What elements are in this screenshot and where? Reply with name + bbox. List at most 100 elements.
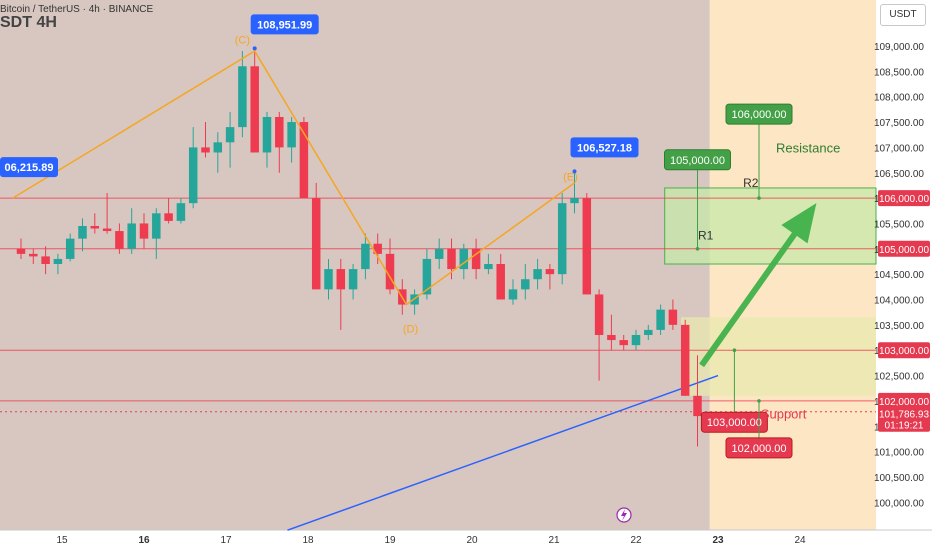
time-tick-label: 22 [630, 535, 642, 546]
price-tick-label: 109,000.00 [874, 42, 924, 53]
price-tick-label: 100,000.00 [874, 498, 924, 509]
candle-body [29, 253, 38, 257]
time-tick-label: 15 [56, 535, 68, 546]
support-zone [681, 317, 876, 396]
candle-body [90, 225, 100, 229]
candle-body [213, 142, 223, 153]
candle-body [373, 243, 382, 254]
current-price-text: 101,786.93 [879, 410, 929, 421]
price-axis-tag-text: 106,000.00 [879, 194, 929, 205]
candle-body [311, 198, 321, 290]
support-dot [732, 348, 737, 353]
candle-body [102, 228, 112, 232]
candle-body [533, 269, 542, 280]
price-axis-tag-text: 102,000.00 [879, 397, 929, 408]
candle-body [78, 225, 87, 239]
candle-body [644, 329, 653, 335]
candle-body [434, 248, 444, 259]
target-label [725, 103, 793, 125]
candle-body [348, 269, 358, 290]
candle-body [545, 269, 555, 275]
peak-label-text: 108,951.99 [257, 19, 312, 31]
currency-unit-button[interactable]: USDT [880, 4, 926, 26]
candle-body [127, 223, 136, 249]
price-axis-tag-text: 105,000.00 [879, 245, 929, 256]
peak-label-left-text: 06,215.89 [5, 162, 54, 174]
support-label-text: 102,000.00 [731, 443, 786, 455]
time-tick-label: 16 [138, 535, 150, 546]
candle-body [508, 289, 518, 300]
time-axis-background [0, 530, 932, 550]
target-label-text: 106,000.00 [731, 109, 786, 121]
candle-body [275, 116, 284, 148]
time-tick-label: 23 [712, 535, 724, 546]
price-tick-label: 107,500.00 [874, 118, 924, 129]
candle-body [139, 223, 149, 239]
candle-body [447, 248, 456, 270]
candle-body [53, 258, 63, 265]
lightning-icon-glyph [621, 509, 627, 521]
annotation-label: Resistance [776, 140, 840, 155]
price-tick-label: 107,000.00 [874, 143, 924, 154]
price-axis-tag [878, 190, 930, 207]
peak-dot [252, 46, 257, 51]
target-label-text: 105,000.00 [670, 155, 725, 167]
time-tick-label: 19 [384, 535, 396, 546]
candle-body [668, 309, 678, 325]
support-trendline [287, 374, 719, 531]
candle-body [41, 256, 50, 265]
peak-label [570, 137, 639, 158]
candle-body [582, 198, 592, 295]
price-tick-label: 105,500.00 [874, 219, 924, 230]
wave-label: (E) [563, 171, 578, 183]
candle-body [152, 213, 161, 239]
annotation-label: R1 [698, 229, 714, 243]
candle-body [619, 340, 628, 346]
annotation-label: R2 [743, 176, 759, 190]
candle-body [65, 238, 75, 259]
peak-label-text: 106,527.18 [577, 142, 632, 154]
candle-body [361, 243, 370, 270]
candle-body [521, 279, 530, 290]
history-background [0, 0, 710, 530]
price-axis-tag [878, 240, 930, 257]
candle-body [631, 334, 641, 346]
candle-body [16, 248, 26, 254]
target-dot [695, 247, 700, 251]
resistance-zone [664, 187, 877, 265]
support-dot [757, 399, 761, 403]
candle-body [557, 203, 567, 275]
price-tick-label: 108,000.00 [874, 93, 924, 104]
candle-body [680, 324, 690, 396]
price-tick-label: 108,500.00 [874, 67, 924, 78]
candle-body [299, 122, 309, 199]
candle-body [225, 127, 235, 143]
price-axis-tag [878, 392, 930, 409]
candle-body [262, 116, 272, 153]
current-price-tag [878, 405, 930, 432]
price-tick-label: 100,500.00 [874, 473, 924, 484]
time-tick-label: 21 [548, 535, 560, 546]
time-tick-label: 18 [302, 535, 314, 546]
time-tick-label: 24 [794, 535, 806, 546]
time-tick-label: 17 [220, 535, 232, 546]
candle-body [422, 258, 432, 295]
support-label [700, 411, 768, 433]
candle-body [164, 213, 173, 221]
candle-body [459, 248, 469, 270]
candle-countdown-text: 01:19:21 [885, 421, 924, 432]
candle-body [693, 395, 702, 417]
candle-body [176, 203, 186, 221]
price-axis-tag [878, 342, 930, 359]
peak-label-left [0, 157, 58, 178]
candle-body [496, 264, 505, 300]
candle-body [188, 147, 198, 204]
candle-body [471, 248, 481, 270]
wave-zigzag [12, 50, 575, 306]
support-label-text: 103,000.00 [707, 417, 762, 429]
candle-body [201, 147, 210, 153]
price-tick-label: 106,500.00 [874, 169, 924, 180]
target-dot [757, 196, 761, 200]
